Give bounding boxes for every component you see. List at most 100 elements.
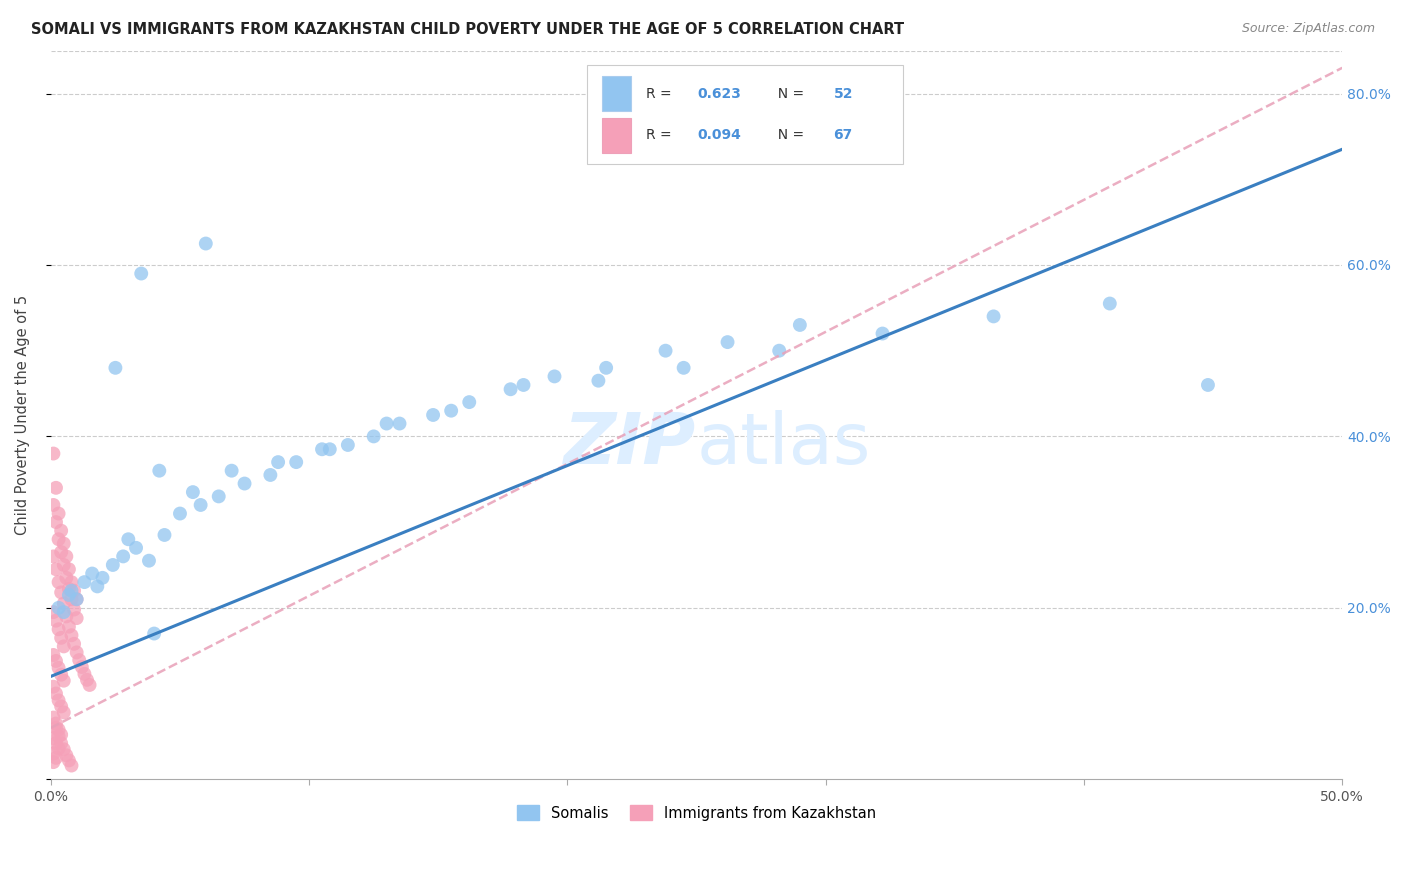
Point (101, 558, 124, 572)
Point (55, 571, 77, 585)
Point (221, 464, 243, 478)
Point (499, 382, 522, 396)
Point (76, 673, 98, 687)
Point (51, 728, 73, 742)
Point (52, 742, 75, 756)
Point (73, 575, 96, 590)
Point (42, 446, 65, 460)
Point (181, 485, 204, 500)
Point (169, 507, 191, 521)
Point (375, 417, 398, 431)
Point (70, 660, 93, 674)
Point (654, 343, 676, 358)
Point (45, 562, 67, 576)
Point (789, 318, 811, 332)
Point (42, 755, 65, 769)
Point (42, 498, 65, 512)
Point (45, 721, 67, 735)
Point (42, 747, 65, 761)
Point (48, 533, 70, 547)
Point (58, 753, 80, 767)
Point (79, 678, 101, 692)
Point (48, 600, 70, 615)
Point (1098, 296, 1121, 310)
Point (48, 507, 70, 521)
Point (51, 585, 73, 599)
Text: R =: R = (647, 128, 676, 142)
Point (233, 476, 256, 491)
Point (311, 442, 333, 457)
Point (91, 571, 114, 585)
Point (388, 417, 411, 431)
Point (104, 360, 127, 375)
Text: N =: N = (769, 128, 808, 142)
Point (42, 549, 65, 564)
Point (716, 335, 738, 350)
Point (42, 648, 65, 662)
Point (45, 614, 67, 628)
Point (48, 741, 70, 756)
Point (45, 654, 67, 668)
Point (63, 583, 86, 598)
Point (51, 524, 73, 538)
Point (52, 605, 75, 619)
Text: atlas: atlas (696, 409, 870, 479)
Point (285, 455, 308, 469)
Bar (602, 76, 631, 112)
Point (52, 558, 75, 572)
Point (63, 637, 86, 651)
Text: ZIP: ZIP (564, 409, 696, 479)
Point (336, 438, 359, 452)
Point (66, 592, 89, 607)
Point (45, 716, 67, 731)
Point (55, 609, 77, 624)
Point (267, 455, 290, 469)
Point (117, 533, 139, 547)
Point (143, 626, 166, 640)
Point (595, 360, 617, 375)
Point (48, 661, 70, 675)
Point (112, 549, 135, 564)
Point (60, 583, 83, 598)
Point (55, 748, 77, 763)
Point (42, 710, 65, 724)
Text: 52: 52 (834, 87, 853, 101)
Point (319, 442, 342, 457)
Point (138, 554, 160, 568)
Point (872, 326, 894, 341)
Point (129, 267, 152, 281)
Point (45, 515, 67, 529)
Point (543, 369, 565, 384)
Point (148, 464, 170, 478)
Point (51, 667, 73, 681)
Point (60, 592, 83, 607)
Point (73, 666, 96, 681)
Point (51, 699, 73, 714)
Point (422, 408, 444, 422)
Point (672, 360, 695, 375)
Text: R =: R = (647, 87, 676, 101)
Point (1197, 378, 1219, 392)
Point (52, 640, 75, 654)
Point (42, 605, 65, 619)
Point (45, 687, 67, 701)
Point (458, 395, 481, 409)
Point (768, 343, 790, 358)
Point (48, 575, 70, 590)
FancyBboxPatch shape (586, 65, 903, 163)
Point (588, 374, 610, 388)
Point (125, 541, 148, 555)
Point (52, 597, 75, 611)
Point (440, 403, 463, 417)
Point (42, 680, 65, 694)
Text: 67: 67 (834, 128, 852, 142)
Bar (602, 118, 631, 153)
Legend: Somalis, Immigrants from Kazakhstan: Somalis, Immigrants from Kazakhstan (512, 799, 882, 827)
Point (45, 736, 67, 750)
Point (52, 706, 75, 720)
Point (63, 602, 86, 616)
Point (82, 566, 104, 581)
Point (58, 582, 80, 596)
Point (51, 631, 73, 645)
Point (60, 758, 83, 772)
